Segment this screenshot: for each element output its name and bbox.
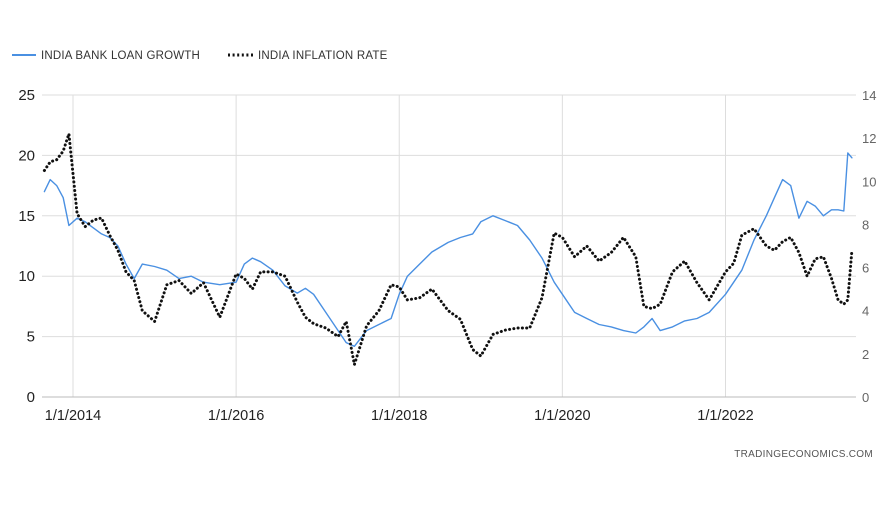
source-credit: TRADINGECONOMICS.COM	[734, 449, 873, 460]
x-tick-label: 1/1/2018	[371, 408, 427, 424]
y-tick-label-left: 10	[18, 268, 35, 285]
x-tick-label: 1/1/2022	[697, 408, 753, 424]
legend-label-loan-growth: INDIA BANK LOAN GROWTH	[41, 50, 200, 62]
series	[42, 132, 854, 367]
y-tick-label-right: 8	[862, 217, 869, 232]
y-tick-label-left: 25	[18, 87, 35, 104]
y-tick-label-left: 0	[27, 389, 35, 406]
y-tick-label-right: 6	[862, 261, 869, 276]
y-tick-label-right: 12	[862, 131, 876, 146]
y-tick-label-right: 2	[862, 347, 869, 362]
legend-label-inflation: INDIA INFLATION RATE	[258, 50, 388, 62]
y-tick-label-left: 20	[18, 147, 35, 164]
x-tick-label: 1/1/2020	[534, 408, 590, 424]
x-tick-label: 1/1/2016	[208, 408, 264, 424]
series-line-loan-growth	[43, 152, 853, 347]
axes: 0 5 10 15 20 25 0 2 4 6 8 10 12 14 1/1/2014 1/1/2016 1/1…	[18, 87, 876, 424]
y-tick-label-left: 15	[18, 208, 35, 225]
x-tick-label: 1/1/2014	[45, 408, 101, 424]
y-tick-label-right: 4	[862, 304, 869, 319]
gridlines	[42, 94, 856, 397]
y-tick-label-right: 10	[862, 174, 876, 189]
y-tick-label-right: 14	[862, 88, 876, 103]
y-tick-label-left: 5	[27, 329, 35, 346]
y-tick-label-right: 0	[862, 390, 869, 405]
legend: INDIA BANK LOAN GROWTH INDIA INFLATION R…	[12, 50, 388, 62]
series-line-inflation	[42, 132, 854, 367]
